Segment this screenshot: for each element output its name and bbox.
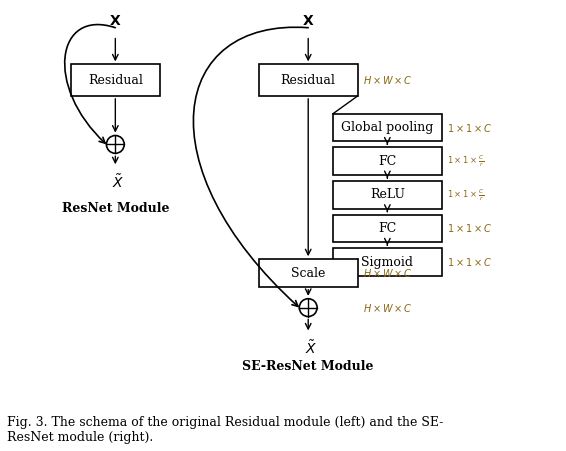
Text: Fig. 3. The schema of the original Residual module (left) and the SE-
ResNet mod: Fig. 3. The schema of the original Resid…: [7, 416, 443, 444]
Text: $\tilde{X}$: $\tilde{X}$: [112, 173, 125, 191]
Text: Residual: Residual: [281, 74, 336, 87]
Text: SE-ResNet Module: SE-ResNet Module: [242, 360, 374, 373]
Bar: [259, 64, 358, 96]
FancyArrowPatch shape: [65, 24, 115, 143]
Text: $H \times W \times C$: $H \times W \times C$: [363, 302, 412, 313]
Text: $\mathbf{X}$: $\mathbf{X}$: [302, 14, 315, 28]
Text: Residual: Residual: [88, 74, 143, 87]
Text: $1 \times 1 \times \frac{C}{r}$: $1 \times 1 \times \frac{C}{r}$: [447, 153, 484, 169]
Text: FC: FC: [378, 155, 396, 168]
Text: $H \times W \times C$: $H \times W \times C$: [363, 74, 412, 86]
Text: $\tilde{X}$: $\tilde{X}$: [305, 339, 318, 357]
Text: $1 \times 1 \times \frac{C}{r}$: $1 \times 1 \times \frac{C}{r}$: [447, 187, 484, 202]
Text: $1 \times 1 \times C$: $1 \times 1 \times C$: [447, 222, 492, 235]
Bar: [71, 64, 160, 96]
Text: $H \times W \times C$: $H \times W \times C$: [363, 267, 412, 279]
Text: ReLU: ReLU: [370, 189, 405, 201]
FancyArrowPatch shape: [194, 27, 308, 306]
Text: $\mathbf{X}$: $\mathbf{X}$: [109, 14, 122, 28]
Text: $1 \times 1 \times C$: $1 \times 1 \times C$: [447, 256, 492, 268]
Text: Global pooling: Global pooling: [341, 121, 434, 134]
Bar: [333, 248, 441, 276]
Text: $1 \times 1 \times C$: $1 \times 1 \times C$: [447, 122, 492, 133]
Text: Sigmoid: Sigmoid: [361, 256, 413, 269]
Bar: [333, 147, 441, 175]
Bar: [333, 181, 441, 209]
Bar: [333, 114, 441, 142]
Text: FC: FC: [378, 222, 396, 235]
Bar: [333, 215, 441, 242]
Text: ResNet Module: ResNet Module: [62, 202, 169, 215]
Bar: [259, 259, 358, 287]
Text: Scale: Scale: [291, 267, 325, 280]
